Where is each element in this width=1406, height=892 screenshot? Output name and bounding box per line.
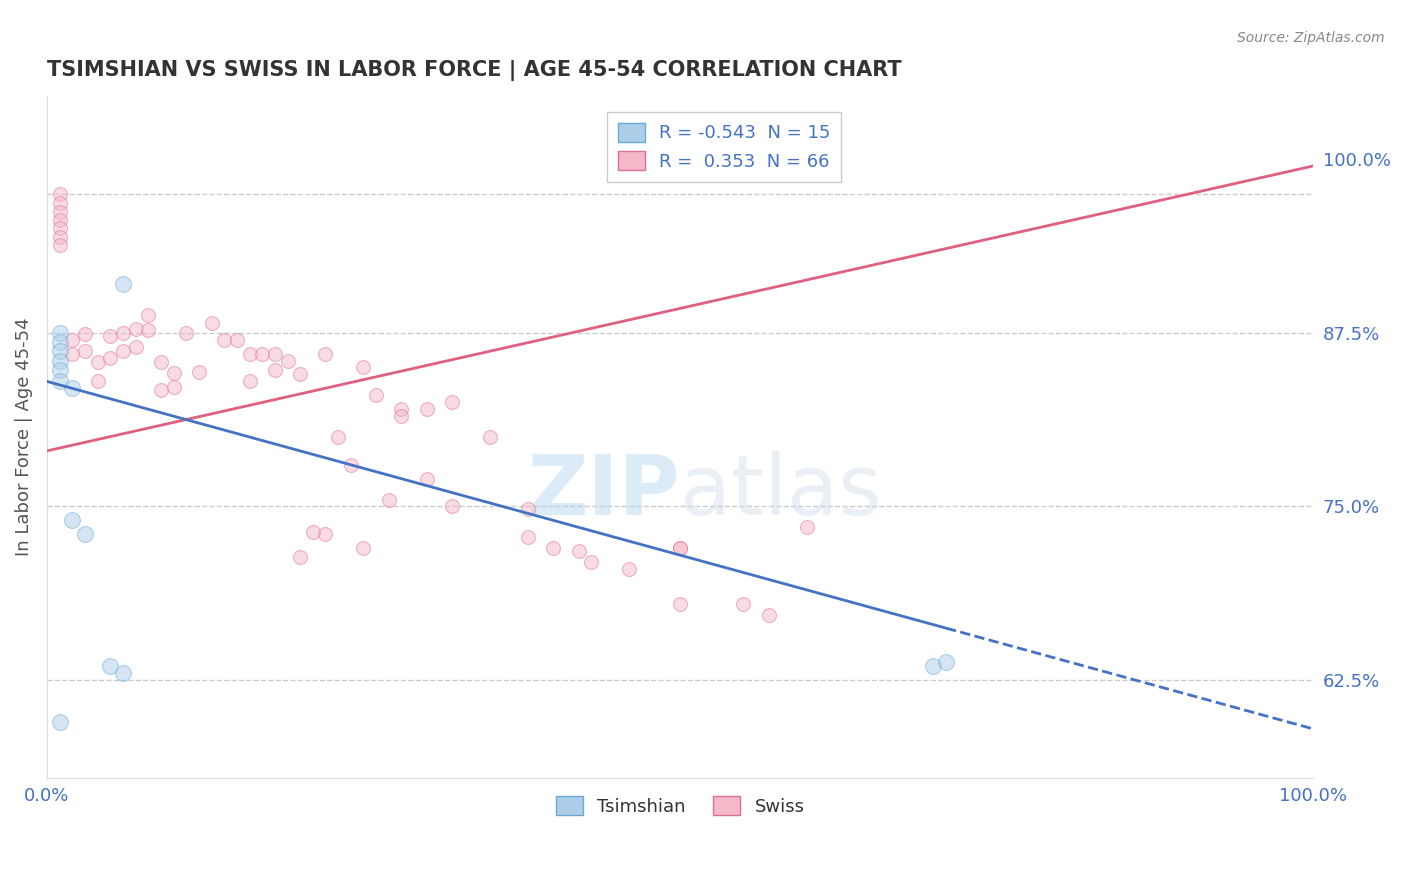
Point [250,346,273,360]
Point [416,402,439,417]
Point [60,346,83,360]
Point [391,402,413,417]
Point [48,326,70,340]
Point [48,221,70,235]
Point [73,343,96,358]
Point [758,607,780,622]
Point [263,346,285,360]
Point [48,238,70,252]
Point [124,321,146,335]
Point [111,277,134,291]
Point [212,333,235,347]
Point [60,513,83,527]
Point [669,597,692,611]
Point [340,458,363,472]
Point [441,500,464,514]
Point [669,541,692,556]
Point [288,368,311,382]
Point [111,666,134,681]
Point [517,502,540,516]
Point [60,333,83,347]
Point [619,562,641,576]
Point [60,381,83,395]
Point [48,186,70,201]
Point [48,714,70,729]
Point [162,366,184,380]
Point [187,365,209,379]
Point [174,326,197,340]
Point [315,527,337,541]
Point [391,409,413,424]
Point [48,204,70,219]
Point [225,333,247,347]
Point [733,597,755,611]
Text: atlas: atlas [681,451,882,532]
Point [328,430,350,444]
Point [263,363,285,377]
Point [315,346,337,360]
Point [111,326,134,340]
Point [276,353,298,368]
Point [48,363,70,377]
Point [517,530,540,544]
Point [111,343,134,358]
Point [149,355,172,369]
Point [162,380,184,394]
Point [73,327,96,342]
Point [124,340,146,354]
Point [149,383,172,397]
Text: TSIMSHIAN VS SWISS IN LABOR FORCE | AGE 45-54 CORRELATION CHART: TSIMSHIAN VS SWISS IN LABOR FORCE | AGE … [46,60,901,80]
Point [796,520,818,534]
Point [48,353,70,368]
Point [353,360,375,375]
Point [669,541,692,556]
Point [479,430,502,444]
Point [86,355,108,369]
Point [543,541,565,556]
Point [48,196,70,211]
Point [581,555,603,569]
Point [378,492,401,507]
Point [568,544,591,558]
Text: ZIP: ZIP [527,451,681,532]
Point [48,335,70,350]
Text: Source: ZipAtlas.com: Source: ZipAtlas.com [1237,31,1385,45]
Point [441,395,464,409]
Point [238,346,260,360]
Point [98,328,121,343]
Point [48,213,70,227]
Legend: Tsimshian, Swiss: Tsimshian, Swiss [548,789,811,823]
Point [86,375,108,389]
Point [922,659,945,673]
Point [48,343,70,358]
Point [48,230,70,244]
Point [98,659,121,673]
Point [98,351,121,365]
Point [200,316,222,330]
Point [238,375,260,389]
Point [48,375,70,389]
Point [288,549,311,564]
Point [73,527,96,541]
Y-axis label: In Labor Force | Age 45-54: In Labor Force | Age 45-54 [15,318,32,557]
Point [935,655,957,669]
Point [366,388,388,402]
Point [416,472,439,486]
Point [136,323,159,337]
Point [353,541,375,556]
Point [136,308,159,322]
Point [301,524,323,539]
